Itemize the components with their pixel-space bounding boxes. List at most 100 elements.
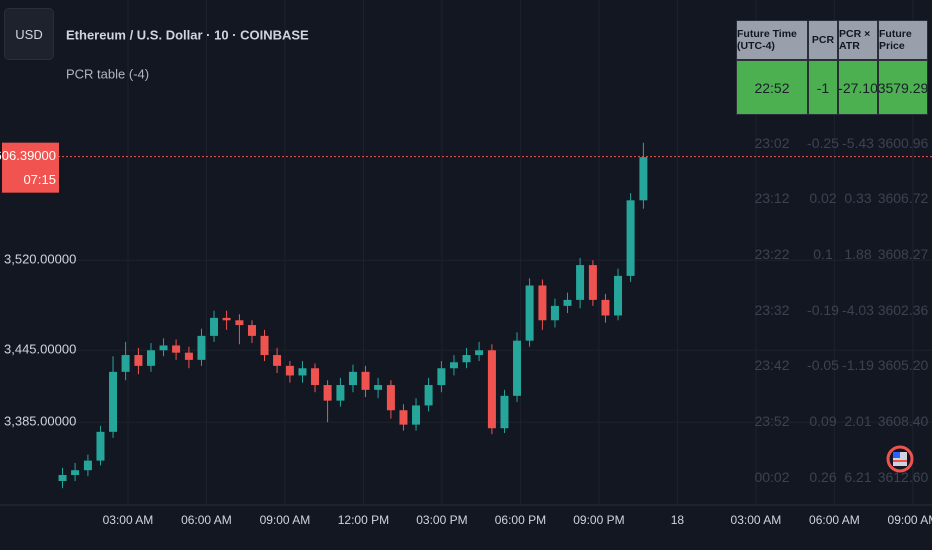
table-cell: 3608.27 — [877, 245, 929, 262]
table-cell: 23:32 — [754, 301, 790, 318]
table-cell: -1 — [808, 60, 838, 115]
table-cell: 0.26 — [809, 468, 837, 485]
candle-body — [626, 200, 635, 276]
candle-body — [273, 355, 282, 366]
table-cell: 0.09 — [809, 413, 837, 429]
candle-body — [639, 157, 648, 201]
x-tick-label: 03:00 AM — [731, 513, 782, 527]
candle-body — [121, 355, 130, 372]
table-cell: 3602.36 — [877, 301, 929, 318]
candle-body — [487, 350, 496, 429]
table-cell: -0.19 — [807, 301, 839, 318]
chart-title: Ethereum / U.S. Dollar · 10 · COINBASE — [66, 27, 309, 42]
candle-body — [172, 345, 181, 353]
candle-body — [184, 352, 193, 360]
table-cell: 3600.96 — [877, 134, 929, 151]
last-price-box — [2, 142, 59, 193]
candle-body — [412, 405, 421, 425]
table-cell: 0.1 — [813, 245, 833, 262]
x-tick-label: 09:00 AM — [260, 513, 311, 527]
flag-icon — [886, 445, 914, 473]
candle-body — [222, 317, 231, 321]
candle-body — [298, 368, 307, 376]
candle-body — [71, 470, 80, 476]
table-cell: 23:52 — [754, 413, 790, 429]
x-tick-label: 06:00 PM — [495, 513, 546, 527]
table-cell: -1.19 — [842, 357, 874, 374]
candle-body — [96, 431, 105, 461]
candle-body — [197, 335, 206, 360]
candle-body — [513, 340, 522, 396]
candle-body — [260, 335, 269, 356]
countdown-label: 07:15 — [23, 172, 56, 187]
y-tick-label: 3,445.00000 — [4, 342, 76, 357]
candle-body — [336, 385, 345, 401]
indicator-label: PCR table (-4) — [66, 66, 149, 81]
candle-body — [576, 265, 585, 300]
candle-body — [109, 371, 118, 432]
candle-body — [348, 371, 357, 386]
x-tick-label: 06:00 AM — [181, 513, 232, 527]
candle-body — [500, 395, 509, 429]
x-tick-label: 03:00 PM — [416, 513, 467, 527]
x-tick-label: 18 — [671, 513, 685, 527]
table-cell: 23:42 — [754, 357, 790, 374]
table-cell: Future Price — [878, 20, 928, 60]
candle-body — [146, 350, 155, 366]
table-cell: 23:22 — [754, 245, 790, 262]
table-cell: -4.03 — [842, 301, 874, 318]
x-tick-label: 06:00 AM — [809, 513, 860, 527]
candle-body — [399, 410, 408, 425]
table-cell: 0.02 — [809, 190, 837, 207]
table-cell: 1.88 — [844, 245, 872, 262]
table-cell: 3579.29 — [878, 60, 928, 115]
table-cell: -0.25 — [807, 134, 839, 151]
table-cell: 3605.20 — [877, 357, 929, 374]
candle-body — [563, 299, 572, 306]
candle-body — [235, 320, 244, 326]
candle-body — [323, 385, 332, 401]
candle-body — [210, 317, 219, 336]
table-cell: 22:52 — [736, 60, 808, 115]
table-cell: 6.21 — [844, 468, 872, 485]
candle-body — [58, 475, 67, 482]
table-cell: -27.10 — [838, 60, 878, 115]
table-cell: 3612.60 — [877, 468, 929, 485]
x-tick-label: 12:00 PM — [338, 513, 389, 527]
table-cell: -0.05 — [807, 357, 839, 374]
y-tick-label: 3,520.00000 — [4, 252, 76, 267]
candle-body — [462, 355, 471, 363]
x-tick-label: 03:00 AM — [103, 513, 154, 527]
candle-body — [538, 285, 547, 321]
candle-body — [449, 362, 458, 369]
x-tick-label: 09:00 PM — [573, 513, 624, 527]
table-cell: 23:12 — [754, 190, 790, 207]
candle-body — [83, 460, 92, 471]
table-cell: 2.01 — [844, 413, 872, 429]
x-tick-label: 09:00 AM — [888, 513, 932, 527]
last-price-label: 3,606.39000 — [0, 148, 56, 163]
candle-body — [134, 355, 143, 366]
table-cell: 23:02 — [754, 134, 790, 151]
table-cell: -5.43 — [842, 134, 874, 151]
candle-body — [285, 365, 294, 376]
candle-body — [374, 385, 383, 390]
candle-body — [361, 371, 370, 390]
y-tick-label: 3,385.00000 — [4, 414, 76, 429]
table-cell: PCR — [808, 20, 838, 60]
table-cell: 3608.40 — [877, 413, 929, 429]
table-cell: PCR × ATR — [838, 20, 878, 60]
candle-body — [424, 385, 433, 406]
table-cell: 00:02 — [754, 468, 790, 485]
table-cell: Future Time (UTC-4) — [736, 20, 808, 60]
candle-body — [525, 285, 534, 341]
candle-body — [588, 265, 597, 300]
table-cell: 3606.72 — [877, 190, 929, 207]
candle-body — [159, 345, 168, 351]
currency-button[interactable]: USD — [4, 8, 54, 60]
candle-body — [601, 299, 610, 316]
candle-body — [550, 305, 559, 321]
candle-body — [475, 350, 484, 356]
table-cell: 0.33 — [844, 190, 872, 207]
